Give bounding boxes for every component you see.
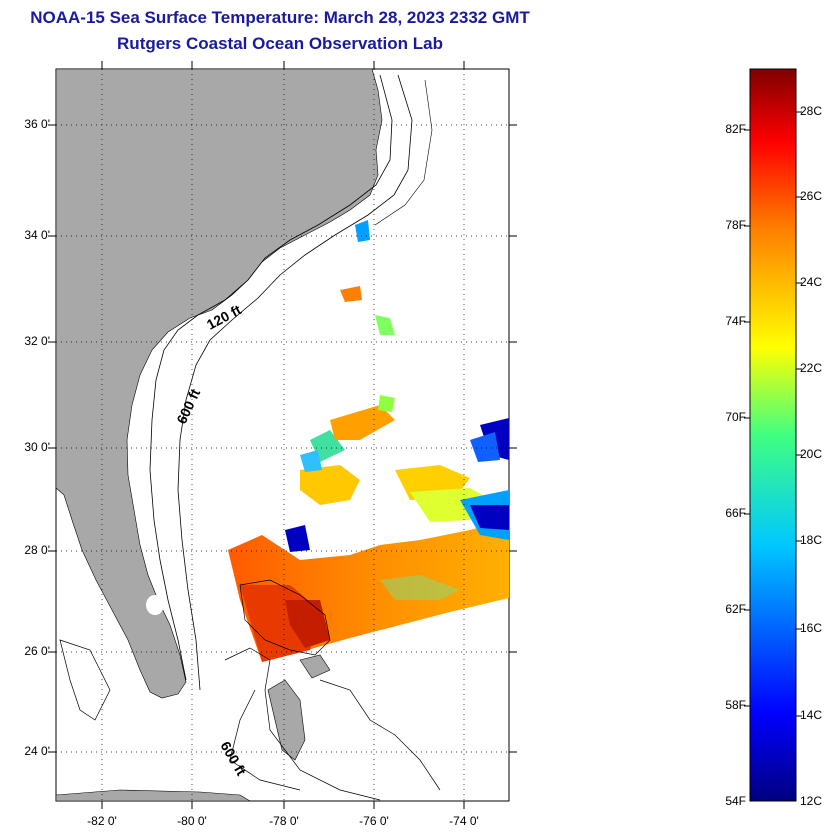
colorbar-f-label: 82F [725,122,746,136]
lon-label: -80 0' [177,814,207,828]
lat-label: 24 0' [24,744,50,758]
lat-label: 26 0' [24,644,50,658]
colorbar-c-label: 20C [800,447,823,461]
land-bahamas [267,679,306,761]
colorbar-ticks [744,111,802,717]
colorbar-c-label: 18C [800,533,823,547]
colorbar-c-label: 14C [800,708,823,722]
colorbar-f-label: 78F [725,218,746,232]
lat-label: 30 0' [24,440,50,454]
lon-label: -82 0' [87,814,117,828]
colorbar-f-label: 66F [725,506,746,520]
map-subtitle: Rutgers Coastal Ocean Observation Lab [117,34,443,53]
axis-ticks [48,61,517,809]
lat-label: 32 0' [24,334,50,348]
contour-shelf [374,79,433,226]
contour-600ft [177,74,413,691]
land-mainland [56,69,383,699]
colorbar-c-label: 22C [800,361,823,375]
colorbar-f-label: 74F [725,314,746,328]
colorbar-c-label: 16C [800,621,823,635]
lake [146,595,164,615]
map-title: NOAA-15 Sea Surface Temperature: March 2… [30,8,530,27]
colorbar-c-label: 12C [800,794,823,808]
lat-label: 28 0' [24,543,50,557]
colorbar-f-label: 58F [725,698,746,712]
contour-bahamas [224,647,441,801]
lon-label: -78 0' [269,814,299,828]
lat-label: 36 0' [24,117,50,131]
colorbar-f-label: 70F [725,410,746,424]
lon-label: -76 0' [359,814,389,828]
colorbar-f-label: 54F [725,794,746,808]
colorbar-c-label: 26C [800,189,823,203]
graticule [56,69,509,801]
colorbar-c-label: 28C [800,104,823,118]
colorbar-c-label: 24C [800,275,823,289]
lat-label: 34 0' [24,228,50,242]
colorbar-f-label: 62F [725,602,746,616]
contour-120ft [149,74,393,681]
lon-label: -74 0' [449,814,479,828]
colorbar [749,68,797,802]
sst-patch-1 [300,465,360,505]
